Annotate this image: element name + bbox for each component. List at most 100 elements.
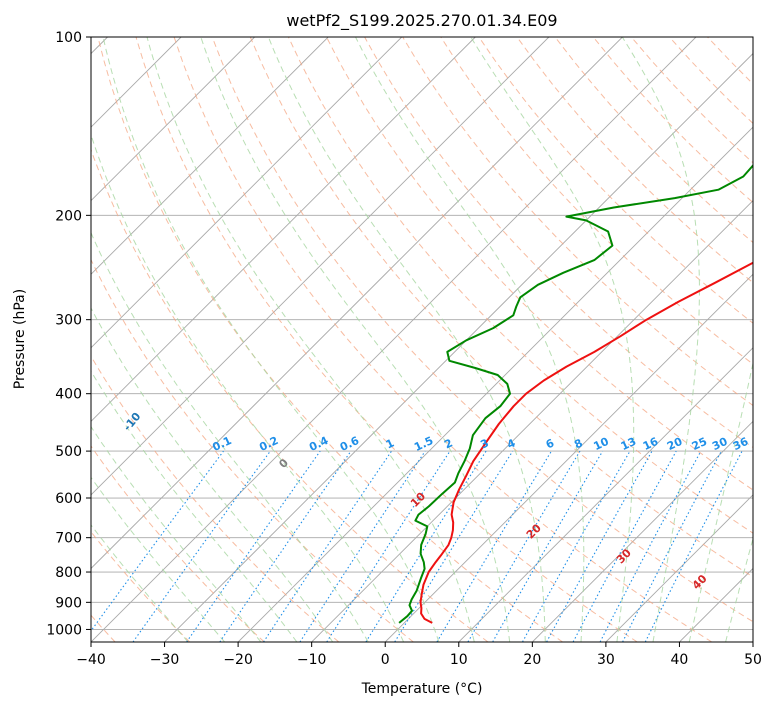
plot-frame [90, 36, 754, 643]
x-tick-label: −20 [223, 652, 253, 668]
mixing-ratio-line [299, 450, 426, 642]
y-tick-label: 800 [55, 565, 82, 581]
mixing-ratio-line [599, 450, 702, 642]
isotherm-line [91, 37, 550, 496]
moist-adiabat-line [91, 476, 225, 642]
mixing-ratio-label: 20 [665, 435, 685, 453]
mixing-ratio-lines [91, 450, 743, 642]
mixing-ratio-line [572, 450, 677, 642]
isotherm-line [91, 37, 255, 202]
isotherm-line [311, 200, 753, 642]
moist-adiabat-line [200, 37, 511, 642]
mixing-ratio-line [365, 450, 487, 642]
dry-adiabat-line [326, 37, 753, 491]
moist-adiabat-line [91, 425, 262, 642]
moist-adiabat-line [91, 307, 334, 642]
dry-adiabats [91, 37, 753, 642]
moist-adiabat-line [621, 37, 700, 642]
moist-adiabat-line [267, 37, 546, 642]
isotherm-line [91, 37, 403, 349]
dry-adiabat-line [91, 258, 414, 642]
x-tick-label: −10 [297, 652, 327, 668]
moist-adiabat-label: 30 [614, 546, 634, 566]
dry-adiabat-line [669, 37, 753, 125]
moist-adiabat-label: 20 [524, 521, 544, 541]
dry-adiabat-line [287, 37, 753, 534]
x-tick-label: 40 [671, 652, 689, 668]
mixing-ratio-line [326, 450, 451, 642]
dry-adiabat-line [135, 37, 638, 642]
x-tick-label: 20 [523, 652, 541, 668]
moist-adiabat-line [91, 231, 369, 642]
x-tick-label: 30 [597, 652, 615, 668]
moist-adiabat-line [762, 37, 775, 642]
moist-adiabat-label: 0 [276, 456, 291, 471]
y-tick-label: 400 [55, 387, 82, 403]
mixing-ratio-line [436, 450, 552, 642]
x-tick-label: −30 [150, 652, 180, 668]
mixing-ratio-line [186, 450, 321, 642]
y-tick-label: 700 [55, 531, 82, 547]
mixing-ratio-line [522, 450, 631, 642]
moist-adiabat-line [91, 133, 405, 642]
y-axis-label: Pressure (hPa) [12, 289, 28, 389]
moist-adiabat-line [91, 370, 298, 642]
moist-adiabat-line [91, 524, 189, 642]
y-tick-label: 100 [55, 30, 82, 46]
mixing-ratio-label: 2 [442, 436, 454, 451]
dry-adiabat-line [91, 531, 191, 642]
dry-adiabat-label: -10 [121, 410, 144, 434]
x-tick-label: 50 [744, 652, 762, 668]
moist-adiabat-line [102, 37, 440, 642]
mixing-ratio-line [644, 450, 743, 642]
isotherm-line [237, 126, 753, 642]
dry-adiabat-line [97, 37, 563, 642]
isotherm-line [458, 347, 753, 642]
y-tick-label: 600 [55, 491, 82, 507]
isotherm-line [605, 494, 753, 642]
moist-adiabat-label: 10 [408, 490, 428, 510]
y-axis: 100 200 300 400 500 600 700 800 900 1000 [46, 30, 91, 638]
moist-adiabat-line [688, 360, 753, 642]
x-tick-label: 10 [450, 652, 468, 668]
moist-adiabats [91, 37, 775, 642]
dry-adiabat-line [554, 37, 753, 244]
dry-adiabat-line [173, 37, 713, 642]
mixing-ratio-line [394, 450, 514, 642]
mixing-ratio-line [91, 450, 224, 632]
mixing-ratio-line [263, 450, 392, 642]
mixing-ratio-line [132, 450, 271, 642]
dry-adiabat-line [91, 445, 265, 642]
x-axis-label: Temperature (°C) [361, 681, 483, 697]
chart-title: wetPf2_S199.2025.270.01.34.E09 [286, 11, 557, 31]
dry-adiabat-line [249, 37, 753, 578]
mixing-ratio-label: 36 [731, 435, 751, 453]
isotherm-line [91, 37, 476, 422]
isotherm-gridlines [91, 37, 753, 642]
isotherm-line [384, 273, 753, 642]
y-tick-label: 300 [55, 313, 82, 329]
moist-adiabat-line [146, 37, 475, 642]
dry-adiabat-line [516, 37, 753, 284]
dry-adiabat-line [440, 37, 753, 365]
mixing-ratio-label: 16 [641, 435, 661, 453]
mixing-ratio-line [467, 450, 581, 642]
dry-adiabat-line [91, 355, 340, 642]
dry-adiabat-line [211, 37, 753, 623]
y-tick-label: 900 [55, 595, 82, 611]
dewpoint-profile-line [398, 164, 753, 624]
moist-adiabat-line [725, 536, 753, 642]
mixing-ratio-label: 4 [505, 436, 518, 451]
y-tick-label: 200 [55, 208, 82, 224]
moist-adiabat-label: 40 [690, 572, 710, 592]
x-axis: −40 −30 −20 −10 0 10 20 30 40 50 [76, 642, 762, 668]
profiles [398, 164, 753, 624]
isotherm-line [91, 37, 697, 642]
moist-adiabat-line [470, 37, 635, 642]
mixing-ratio-label: 13 [619, 435, 638, 453]
dry-adiabat-line [707, 37, 753, 85]
y-tick-label: 1000 [46, 622, 82, 638]
temperature-profile-line [419, 261, 753, 624]
isotherm-line [91, 37, 623, 570]
